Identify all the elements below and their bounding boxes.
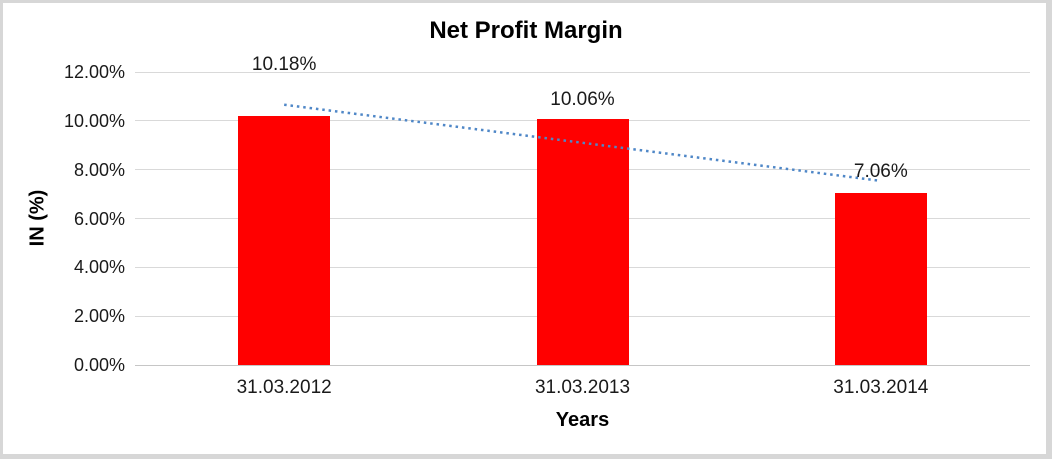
y-tick-label: 6.00% — [73, 208, 125, 229]
bar — [536, 119, 629, 365]
gridline — [135, 364, 1030, 366]
x-category-label: 31.03.2014 — [833, 377, 929, 398]
chart-title: Net Profit Margin — [429, 17, 623, 44]
x-axis-title: Years — [555, 409, 610, 431]
gridline — [135, 71, 1030, 73]
trendline — [284, 103, 881, 183]
x-category-label: 31.03.2012 — [236, 377, 332, 398]
bar — [238, 116, 331, 365]
y-tick-label: 4.00% — [73, 257, 125, 278]
y-tick-label: 10.00% — [63, 110, 125, 131]
plot-area — [135, 71, 1030, 366]
y-tick-label: 8.00% — [73, 159, 125, 180]
data-label: 10.06% — [550, 89, 615, 111]
bar — [834, 192, 927, 365]
x-category-label: 31.03.2013 — [534, 377, 631, 398]
y-tick-label: 2.00% — [73, 306, 125, 327]
y-tick-label: 0.00% — [73, 355, 125, 375]
data-label: 10.18% — [251, 54, 317, 76]
y-tick-label: 12.00% — [63, 62, 125, 82]
trendline-path — [284, 103, 881, 183]
data-label: 7.06% — [853, 160, 908, 182]
